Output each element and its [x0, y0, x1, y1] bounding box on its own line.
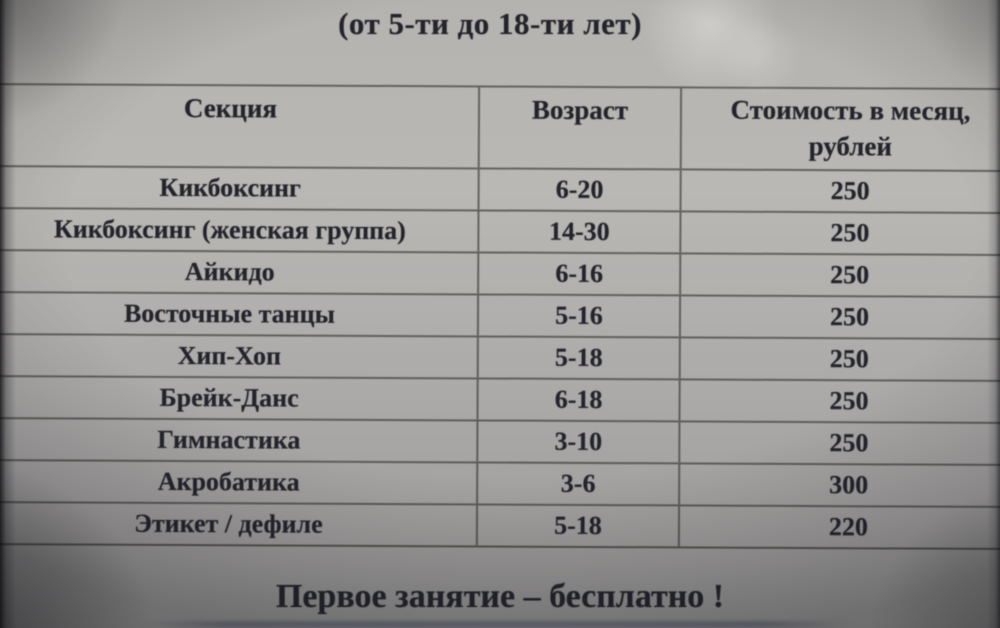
table-row: Этикет / дефиле 5-18 220 [0, 500, 1000, 549]
cell-section: Гимнастика [157, 424, 301, 455]
cell-age: 5-18 [476, 337, 681, 379]
cell-age: 6-18 [476, 379, 681, 421]
header-row: Секция Возраст Стоимость в месяц, рублей [0, 83, 1000, 171]
cell-section: Восточные танцы [123, 298, 336, 329]
column-header-price-line1: Стоимость в месяц, [730, 94, 971, 126]
cell-price: 300 [829, 470, 869, 500]
table-row: Гимнастика 3-10 250 [0, 416, 1000, 465]
page-title: (от 5-ти до 18-ти лет) [338, 6, 642, 41]
table-row: Восточные танцы 5-16 250 [0, 291, 1000, 339]
footer-note: Первое занятие – бесплатно ! [275, 578, 725, 615]
table-row: Кикбоксинг (женская группа) 14-30 250 [0, 207, 1000, 255]
cell-age: 5-16 [476, 295, 682, 337]
price-table: Секция Возраст Стоимость в месяц, рублей… [0, 83, 1000, 551]
column-header-section: Секция [183, 92, 278, 124]
column-header-price: Стоимость в месяц, рублей [682, 88, 1000, 170]
cell-price: 220 [828, 512, 869, 542]
table-row: Акробатика 3-6 300 [0, 458, 1000, 507]
column-header-price-line2: рублей [808, 131, 893, 162]
cell-age: 6-20 [477, 169, 682, 211]
cell-age: 5-18 [475, 505, 681, 547]
table-row: Хип-Хоп 5-18 250 [0, 332, 1000, 381]
cell-section: Кикбоксинг [159, 172, 301, 203]
column-header-age: Возраст [477, 87, 683, 169]
cell-section: Акробатика [157, 466, 300, 497]
cell-age: 3-10 [476, 421, 681, 463]
cell-section: Этикет / дефиле [134, 508, 323, 539]
cell-section: Хип-Хоп [177, 340, 282, 371]
table-row: Айкидо 6-16 250 [0, 249, 1000, 297]
cell-price: 250 [829, 344, 869, 374]
cell-price: 250 [829, 428, 869, 458]
cell-price: 250 [830, 176, 870, 206]
table-row: Брейк-Данс 6-18 250 [0, 374, 1000, 423]
cell-section: Кикбоксинг (женская группа) [53, 214, 406, 246]
cell-section: Брейк-Данс [159, 382, 299, 413]
cell-age: 6-16 [477, 253, 682, 295]
cell-price: 250 [830, 260, 870, 290]
cell-age: 14-30 [477, 211, 682, 253]
cell-price: 250 [830, 218, 870, 248]
cell-section: Айкидо [184, 256, 275, 287]
cell-age: 3-6 [476, 463, 681, 505]
table-row: Кикбоксинг 6-20 250 [0, 165, 1000, 213]
cell-price: 250 [829, 386, 869, 416]
cut-off-text-strip [140, 621, 850, 628]
cell-price: 250 [829, 302, 870, 332]
